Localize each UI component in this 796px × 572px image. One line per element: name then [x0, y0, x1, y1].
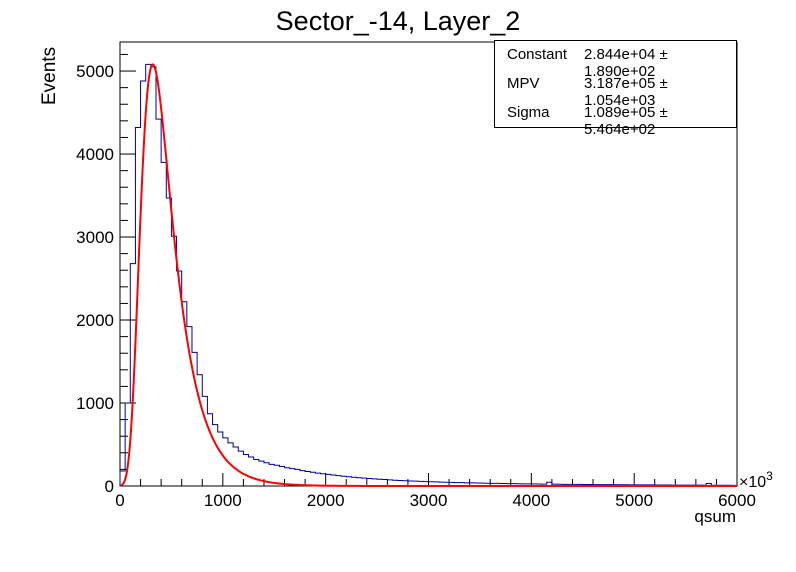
stats-constant-value: 2.844e+04 ± 1.890e+02	[584, 46, 668, 80]
y-tick-label: 1000	[76, 394, 114, 413]
y-axis: 0 1000 2000 3000 4000 5000	[76, 53, 136, 496]
stats-sigma-value: 1.089e+05 ± 5.464e+02	[584, 104, 668, 138]
y-tick-label: 3000	[76, 228, 114, 247]
x-tick-label: 3000	[410, 491, 448, 510]
x-axis-label: qsum	[694, 507, 736, 526]
y-tick-label: 2000	[76, 311, 114, 330]
x-tick-label: 4000	[512, 491, 550, 510]
x-tick-label: 0	[115, 491, 124, 510]
x-axis-multiplier-exponent: 3	[766, 469, 773, 483]
stats-mpv-name: MPV	[507, 75, 540, 92]
x-axis-multiplier-base: ×10	[739, 474, 766, 491]
x-tick-label: 1000	[204, 491, 242, 510]
y-tick-label: 4000	[76, 145, 114, 164]
stats-constant-name: Constant	[507, 46, 568, 63]
landau-fit-curve	[120, 63, 737, 487]
histogram-series	[119, 63, 737, 486]
stats-mpv-value: 3.187e+05 ± 1.054e+03	[584, 75, 668, 109]
x-tick-label: 5000	[615, 491, 653, 510]
chart-title: Sector_-14, Layer_2	[276, 6, 521, 36]
stats-row-sigma: Sigma 1.089e+05 ± 5.464e+02	[495, 104, 736, 138]
x-tick-label: 6000	[718, 491, 756, 510]
y-tick-label: 5000	[76, 62, 114, 81]
y-tick-label: 0	[105, 477, 114, 496]
y-axis-label: Events	[39, 47, 60, 105]
x-axis-multiplier: ×103	[739, 469, 773, 491]
x-tick-label: 2000	[307, 491, 345, 510]
stats-row-constant: Constant 2.844e+04 ± 1.890e+02	[495, 46, 736, 80]
stats-row-mpv: MPV 3.187e+05 ± 1.054e+03	[495, 75, 736, 109]
x-axis: 0 1000 2000 3000 4000 5000 6000	[115, 473, 756, 510]
fit-stats-box: Constant 2.844e+04 ± 1.890e+02 MPV 3.187…	[494, 40, 737, 138]
stats-sigma-name: Sigma	[507, 104, 550, 121]
